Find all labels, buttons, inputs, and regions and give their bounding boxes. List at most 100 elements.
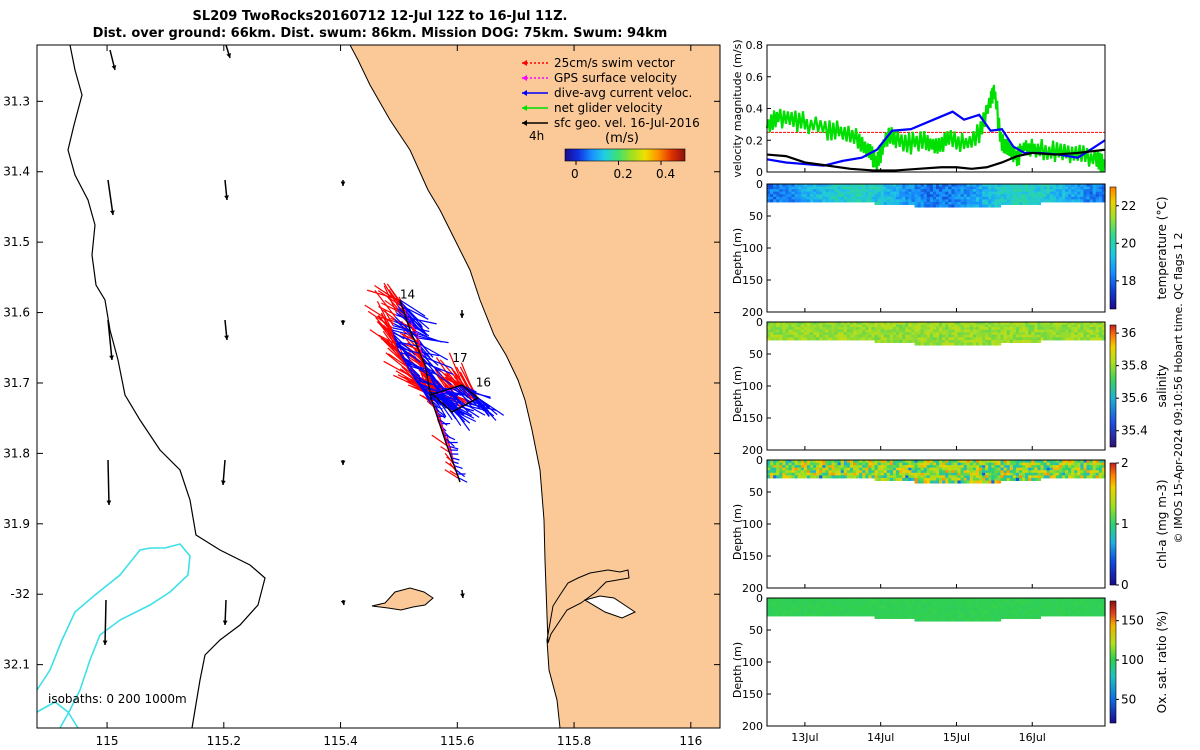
heatmap-cell — [972, 334, 977, 338]
heatmap-cell — [1046, 199, 1051, 203]
legend-label: net glider velocity — [554, 101, 662, 115]
heatmap-cell — [837, 475, 842, 479]
heatmap-cell — [834, 191, 839, 195]
heatmap-cell — [896, 339, 900, 343]
heatmap-cell — [1046, 337, 1051, 341]
heatmap-cell — [806, 196, 811, 200]
heatmap-cell — [1101, 334, 1106, 338]
heatmap-cell — [828, 465, 833, 469]
heatmap-cell — [960, 477, 965, 481]
heatmap-cell — [862, 322, 866, 326]
heatmap-cell — [770, 191, 774, 195]
heatmap-cell — [960, 465, 965, 469]
heatmap-cell — [871, 322, 876, 326]
heatmap-cell — [874, 475, 879, 479]
heatmap-cell — [874, 472, 879, 476]
heatmap-y-tick-label: 0 — [756, 592, 763, 605]
heatmap-cell — [1040, 462, 1045, 466]
heatmap-cell — [954, 467, 959, 471]
heatmap-cell — [985, 608, 989, 612]
current-vector — [446, 404, 462, 427]
heatmap-cell — [819, 600, 823, 604]
heatmap-cell — [1068, 598, 1072, 602]
heatmap-cell — [939, 600, 943, 604]
heatmap-cell — [963, 327, 968, 331]
heatmap-cell — [1028, 472, 1032, 476]
heatmap-cell — [806, 334, 811, 338]
heatmap-cell — [1006, 196, 1011, 200]
swim-vector — [434, 369, 449, 389]
heatmap-cell — [932, 472, 937, 476]
heatmap-cell — [782, 610, 787, 614]
heatmap-cell — [936, 194, 940, 198]
heatmap-cell — [920, 337, 925, 341]
heatmap-cell — [911, 615, 916, 619]
heatmap-cell — [936, 184, 940, 188]
heatmap-cell — [1009, 600, 1014, 604]
heatmap-cell — [816, 337, 820, 341]
heatmap-cell — [788, 334, 793, 338]
heatmap-cell — [979, 462, 983, 466]
heatmap-cell — [982, 598, 986, 602]
heatmap-cell — [791, 608, 796, 612]
heatmap-cell — [975, 322, 980, 326]
heatmap-cell — [923, 460, 928, 464]
heatmap-cell — [779, 337, 783, 341]
legend-label: GPS surface velocity — [554, 71, 677, 85]
heatmap-cell — [862, 189, 866, 193]
heatmap-cell — [896, 460, 900, 464]
heatmap-cell — [779, 610, 783, 614]
heatmap-cell — [1086, 608, 1091, 612]
heatmap-cell — [853, 324, 857, 328]
heatmap-cell — [1077, 460, 1082, 464]
heatmap-cell — [1012, 465, 1017, 469]
heatmap-cell — [779, 199, 783, 203]
heatmap-cell — [954, 477, 959, 481]
heatmap-cell — [1058, 465, 1063, 469]
heatmap-cell — [767, 605, 771, 609]
heatmap-cell — [868, 462, 873, 466]
heatmap-cell — [843, 322, 848, 326]
heatmap-cell — [939, 603, 943, 607]
heatmap-cell — [1025, 332, 1029, 336]
geo-velocity-arrowhead — [110, 210, 115, 215]
heatmap-cell — [1083, 605, 1088, 609]
heatmap-cell — [1101, 329, 1106, 333]
heatmap-cell — [862, 327, 866, 331]
heatmap-cell — [942, 342, 946, 346]
heatmap-cell — [853, 460, 857, 464]
heatmap-cell — [936, 332, 940, 336]
heatmap-cell — [883, 610, 888, 614]
heatmap-cell — [945, 342, 949, 346]
heatmap-cell — [1028, 470, 1032, 474]
heatmap-cell — [997, 334, 1002, 338]
current-vector — [456, 385, 482, 410]
heatmap-cell — [849, 332, 854, 336]
heatmap-cell — [954, 334, 959, 338]
heatmap-cell — [936, 327, 940, 331]
heatmap-cell — [1080, 184, 1085, 188]
heatmap-cell — [782, 470, 787, 474]
heatmap-cell — [923, 199, 928, 203]
heatmap-cell — [994, 480, 999, 484]
heatmap-cell — [911, 329, 916, 333]
heatmap-cell — [831, 472, 836, 476]
swim-vector — [385, 352, 412, 375]
heatmap-cell — [865, 465, 869, 469]
heatmap-cell — [1037, 610, 1042, 614]
heatmap-cell — [1061, 322, 1066, 326]
heatmap-cell — [902, 332, 906, 336]
heatmap-cell — [917, 194, 922, 198]
heatmap-cell — [828, 329, 833, 333]
heatmap-cell — [889, 196, 894, 200]
current-vector — [392, 327, 417, 334]
isobath-1000m-b — [36, 701, 79, 729]
heatmap-cell — [985, 332, 989, 336]
heatmap-cell — [982, 608, 986, 612]
heatmap-cell — [908, 598, 913, 602]
heatmap-cell — [920, 339, 925, 343]
heatmap-cell — [963, 603, 968, 607]
heatmap-cell — [905, 598, 909, 602]
heatmap-cell — [831, 189, 836, 193]
heatmap-cell — [997, 186, 1002, 190]
